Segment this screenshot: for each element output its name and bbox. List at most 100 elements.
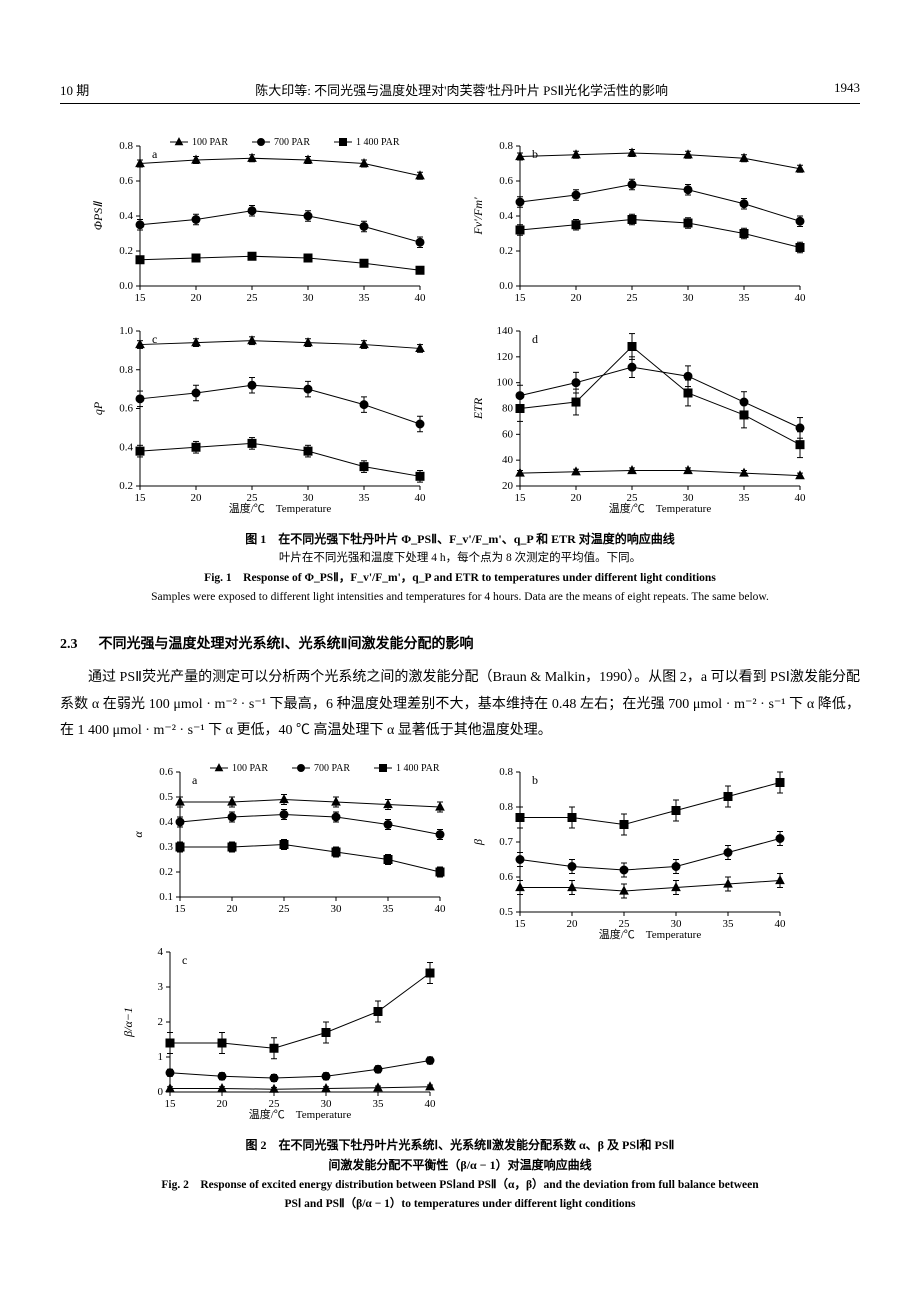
svg-text:40: 40 bbox=[435, 903, 447, 915]
svg-text:15: 15 bbox=[165, 1098, 177, 1110]
svg-text:20: 20 bbox=[571, 292, 583, 304]
fig1-panel-a: 100 PAR700 PAR1 400 PAR0.00.20.40.60.815… bbox=[90, 134, 450, 314]
svg-text:60: 60 bbox=[502, 428, 514, 440]
svg-text:140: 140 bbox=[497, 325, 514, 337]
fig1-caption-note-zh: 叶片在不同光强和温度下处理 4 h，每个点为 8 次测定的平均值。下同。 bbox=[60, 549, 860, 569]
running-title: 陈大印等: 不同光强与温度处理对'肉芙蓉'牡丹叶片 PSⅡ光化学活性的影响 bbox=[255, 80, 668, 99]
svg-text:120: 120 bbox=[497, 351, 514, 363]
fig1-caption-en: Fig. 1 Response of Φ_PSⅡ，F_v'/F_m'，q_P a… bbox=[60, 569, 860, 589]
section-title: 不同光强与温度处理对光系统Ⅰ、光系统Ⅱ间激发能分配的影响 bbox=[99, 637, 474, 652]
fig1-panel-b: 0.00.20.40.60.8152025303540bFv'/Fm' bbox=[470, 134, 830, 314]
svg-text:ETR: ETR bbox=[471, 397, 485, 420]
svg-text:b: b bbox=[532, 773, 538, 787]
svg-text:a: a bbox=[192, 773, 198, 787]
svg-text:80: 80 bbox=[502, 403, 514, 415]
svg-text:1.0: 1.0 bbox=[119, 325, 133, 337]
svg-text:1 400 PAR: 1 400 PAR bbox=[356, 137, 400, 148]
svg-text:40: 40 bbox=[415, 492, 427, 504]
svg-text:700 PAR: 700 PAR bbox=[314, 763, 350, 774]
svg-text:30: 30 bbox=[331, 903, 343, 915]
svg-text:0.0: 0.0 bbox=[499, 280, 513, 292]
svg-text:0.8: 0.8 bbox=[499, 140, 513, 152]
svg-text:20: 20 bbox=[227, 903, 239, 915]
svg-text:温度/℃ Temperature: 温度/℃ Temperature bbox=[599, 927, 702, 940]
svg-text:35: 35 bbox=[383, 903, 395, 915]
svg-text:0.3: 0.3 bbox=[159, 841, 173, 853]
fig2-caption-en-l2: PSⅠ and PSⅡ（β/α − 1）to temperatures unde… bbox=[60, 1195, 860, 1215]
svg-text:15: 15 bbox=[515, 292, 527, 304]
svg-text:1: 1 bbox=[158, 1051, 164, 1063]
svg-text:qP: qP bbox=[91, 401, 105, 415]
fig1-caption-zh: 图 1 在不同光强下牡丹叶片 Φ_PSⅡ、F_v'/F_m'、q_P 和 ETR… bbox=[60, 529, 860, 549]
svg-text:20: 20 bbox=[571, 492, 583, 504]
svg-text:35: 35 bbox=[739, 292, 751, 304]
svg-text:2: 2 bbox=[158, 1016, 164, 1028]
section-number: 2.3 bbox=[60, 637, 78, 652]
svg-text:a: a bbox=[152, 147, 158, 161]
fig2-caption-en-l1: Fig. 2 Response of excited energy distri… bbox=[60, 1176, 860, 1196]
svg-text:25: 25 bbox=[247, 292, 259, 304]
svg-text:0.6: 0.6 bbox=[159, 766, 173, 778]
svg-text:20: 20 bbox=[191, 292, 203, 304]
svg-text:0.5: 0.5 bbox=[159, 791, 173, 803]
svg-text:40: 40 bbox=[795, 292, 807, 304]
svg-text:0.8: 0.8 bbox=[499, 766, 513, 778]
svg-text:温度/℃ Temperature: 温度/℃ Temperature bbox=[249, 1107, 352, 1120]
fig2-panel-a: 100 PAR700 PAR1 400 PAR0.10.20.30.40.50.… bbox=[130, 760, 450, 940]
svg-text:0.2: 0.2 bbox=[119, 480, 133, 492]
svg-text:35: 35 bbox=[739, 492, 751, 504]
svg-text:15: 15 bbox=[515, 492, 527, 504]
figure-2-top-row: 100 PAR700 PAR1 400 PAR0.10.20.30.40.50.… bbox=[90, 760, 830, 940]
fig1-panel-c: 0.20.40.60.81.0152025303540cqP温度/℃ Tempe… bbox=[90, 319, 450, 514]
fig2-panel-b: 0.50.60.70.80.8152025303540bβ温度/℃ Temper… bbox=[470, 760, 790, 940]
svg-text:α: α bbox=[131, 830, 145, 837]
fig2-caption-zh-l1: 图 2 在不同光强下牡丹叶片光系统Ⅰ、光系统Ⅱ激发能分配系数 α、β 及 PSⅠ… bbox=[60, 1135, 860, 1155]
svg-text:15: 15 bbox=[135, 492, 147, 504]
svg-text:0.2: 0.2 bbox=[119, 245, 133, 257]
svg-text:40: 40 bbox=[502, 454, 514, 466]
svg-text:0.6: 0.6 bbox=[119, 403, 133, 415]
svg-text:40: 40 bbox=[415, 292, 427, 304]
svg-text:0.4: 0.4 bbox=[499, 210, 513, 222]
svg-text:0.7: 0.7 bbox=[499, 836, 513, 848]
svg-text:0.4: 0.4 bbox=[159, 816, 173, 828]
svg-text:35: 35 bbox=[359, 292, 371, 304]
svg-text:0.8: 0.8 bbox=[119, 364, 133, 376]
svg-text:0.6: 0.6 bbox=[119, 175, 133, 187]
svg-text:30: 30 bbox=[683, 292, 695, 304]
svg-text:0: 0 bbox=[158, 1086, 164, 1098]
svg-text:0.8: 0.8 bbox=[119, 140, 133, 152]
svg-text:30: 30 bbox=[303, 292, 315, 304]
svg-text:3: 3 bbox=[158, 981, 164, 993]
svg-text:β/α−1: β/α−1 bbox=[121, 1007, 135, 1038]
svg-text:20: 20 bbox=[191, 492, 203, 504]
svg-text:Fv'/Fm': Fv'/Fm' bbox=[471, 197, 485, 236]
fig2-panel-c: 01234152025303540cβ/α−1温度/℃ Temperature bbox=[120, 940, 440, 1120]
svg-text:40: 40 bbox=[795, 492, 807, 504]
svg-text:d: d bbox=[532, 332, 538, 346]
svg-text:20: 20 bbox=[567, 918, 579, 930]
fig1-panel-d: 20406080100120140152025303540dETR温度/℃ Te… bbox=[470, 319, 830, 514]
svg-text:0.6: 0.6 bbox=[499, 871, 513, 883]
svg-text:25: 25 bbox=[279, 903, 291, 915]
svg-text:ΦPSⅡ: ΦPSⅡ bbox=[91, 201, 105, 230]
page-number: 1943 bbox=[834, 80, 860, 99]
svg-text:100: 100 bbox=[497, 377, 514, 389]
svg-text:0.2: 0.2 bbox=[159, 866, 173, 878]
svg-text:100 PAR: 100 PAR bbox=[192, 137, 228, 148]
svg-text:0.0: 0.0 bbox=[119, 280, 133, 292]
figure-1-caption: 图 1 在不同光强下牡丹叶片 Φ_PSⅡ、F_v'/F_m'、q_P 和 ETR… bbox=[60, 529, 860, 608]
svg-text:c: c bbox=[182, 953, 187, 967]
svg-text:0.6: 0.6 bbox=[499, 175, 513, 187]
issue-number: 10 期 bbox=[60, 80, 89, 99]
svg-text:β: β bbox=[471, 839, 485, 846]
svg-text:15: 15 bbox=[515, 918, 527, 930]
svg-text:b: b bbox=[532, 147, 538, 161]
svg-text:35: 35 bbox=[723, 918, 735, 930]
svg-text:4: 4 bbox=[158, 946, 164, 958]
svg-text:25: 25 bbox=[627, 292, 639, 304]
svg-text:1 400 PAR: 1 400 PAR bbox=[396, 763, 440, 774]
running-header: 10 期 陈大印等: 不同光强与温度处理对'肉芙蓉'牡丹叶片 PSⅡ光化学活性的… bbox=[60, 80, 860, 104]
svg-text:20: 20 bbox=[217, 1098, 229, 1110]
figure-1-grid: 100 PAR700 PAR1 400 PAR0.00.20.40.60.815… bbox=[90, 134, 830, 514]
